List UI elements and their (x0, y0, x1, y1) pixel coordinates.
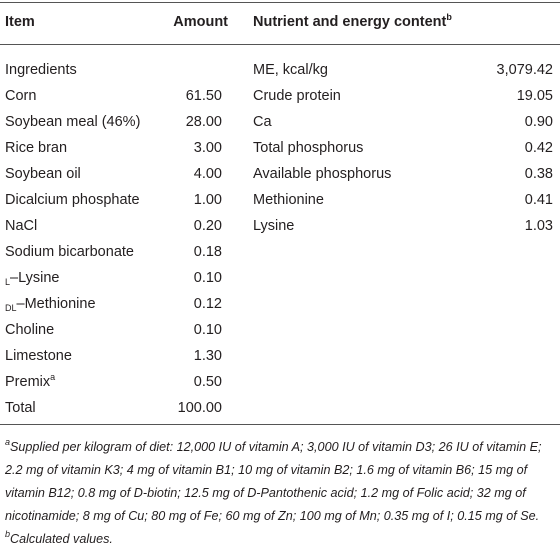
bottom-rule (0, 424, 560, 425)
ingredient-amount: 0.12 (193, 296, 222, 312)
ingredient-name: Limestone (5, 347, 72, 365)
ingredient-amount: 1.30 (193, 348, 222, 364)
ingredient-amount: 0.10 (193, 322, 222, 338)
ingredient-text: Soybean meal (46%) (5, 114, 141, 130)
ingredient-amount: 0.20 (193, 218, 222, 234)
nutrient-value: 3,079.42 (496, 62, 553, 78)
nutrient-value: 0.42 (524, 140, 553, 156)
ingredient-name: Rice bran (5, 139, 67, 157)
section-label: Ingredients (5, 62, 77, 78)
ingredient-amount: 0.18 (193, 244, 222, 260)
header-nutrient-text: Nutrient and energy content (253, 14, 447, 30)
ingredient-text: Choline (5, 322, 55, 338)
ingredient-amount: 61.50 (185, 88, 222, 104)
nutrient-value: 0.90 (524, 114, 553, 130)
ingredient-name: NaCl (5, 217, 37, 235)
nutrient-value: 19.05 (516, 88, 553, 104)
ingredient-name: Sodium bicarbonate (5, 243, 134, 261)
footnote: aSupplied per kilogram of diet: 12,000 I… (5, 436, 557, 551)
ingredient-text: Sodium bicarbonate (5, 244, 134, 260)
nutrient-name: ME, kcal/kg (253, 62, 328, 78)
ingredient-amount: 0.50 (193, 374, 222, 390)
header-amount: Amount (173, 14, 228, 30)
footnote-text: Calculated values. (10, 532, 113, 546)
ingredient-amount: 0.10 (193, 270, 222, 286)
ingredient-name: Choline (5, 321, 54, 339)
ingredient-text: –Methionine (16, 296, 96, 312)
footnote-mark: a (5, 437, 11, 447)
nutrient-name: Lysine (253, 218, 295, 234)
nutrient-name: Available phosphorus (253, 166, 392, 182)
ingredient-amount: 28.00 (185, 114, 222, 130)
footnote-text: Supplied per kilogram of diet: 12,000 IU… (5, 440, 542, 523)
nutrient-name: Ca (253, 114, 272, 130)
nutrient-name: Crude protein (253, 88, 341, 104)
ingredient-amount: 1.00 (193, 192, 222, 208)
nutrient-name: Methionine (253, 192, 324, 208)
ingredient-text: Corn (5, 88, 37, 104)
footnote-mark: b (5, 529, 11, 539)
header-rule (0, 44, 560, 45)
ingredient-text: Limestone (5, 348, 72, 364)
ingredient-text: –Lysine (10, 270, 60, 286)
nutrient-value: 1.03 (524, 218, 553, 234)
nutrient-value: 0.38 (524, 166, 553, 182)
header-nutrient: Nutrient and energy contentb (253, 13, 452, 31)
ingredient-text: Soybean oil (5, 166, 81, 182)
ingredient-name: DL–Methionine (5, 295, 96, 317)
ingredient-text: Rice bran (5, 140, 68, 156)
ingredient-name: Premixa (5, 373, 55, 391)
header-item: Item (5, 14, 35, 30)
ingredient-text: Premix (5, 374, 51, 390)
ingredient-name: Dicalcium phosphate (5, 191, 140, 209)
ingredient-name: Soybean oil (5, 165, 81, 183)
ingredient-note: a (50, 372, 56, 382)
ingredient-name: L–Lysine (5, 269, 59, 291)
ingredient-amount: 4.00 (193, 166, 222, 182)
ingredient-text: Total (5, 400, 36, 416)
ingredient-amount: 3.00 (193, 140, 222, 156)
ingredient-name: Total (5, 399, 36, 417)
ingredient-name: Corn (5, 87, 36, 105)
top-rule (0, 2, 560, 3)
ingredient-name: Soybean meal (46%) (5, 113, 140, 131)
ingredient-prefix: DL (5, 303, 17, 313)
ingredient-text: Dicalcium phosphate (5, 192, 140, 208)
nutrient-name: Total phosphorus (253, 140, 364, 156)
ingredient-amount: 100.00 (177, 400, 222, 416)
ingredient-text: NaCl (5, 218, 38, 234)
ingredient-prefix: L (5, 277, 11, 287)
header-note: b (446, 12, 452, 22)
nutrient-value: 0.41 (524, 192, 553, 208)
